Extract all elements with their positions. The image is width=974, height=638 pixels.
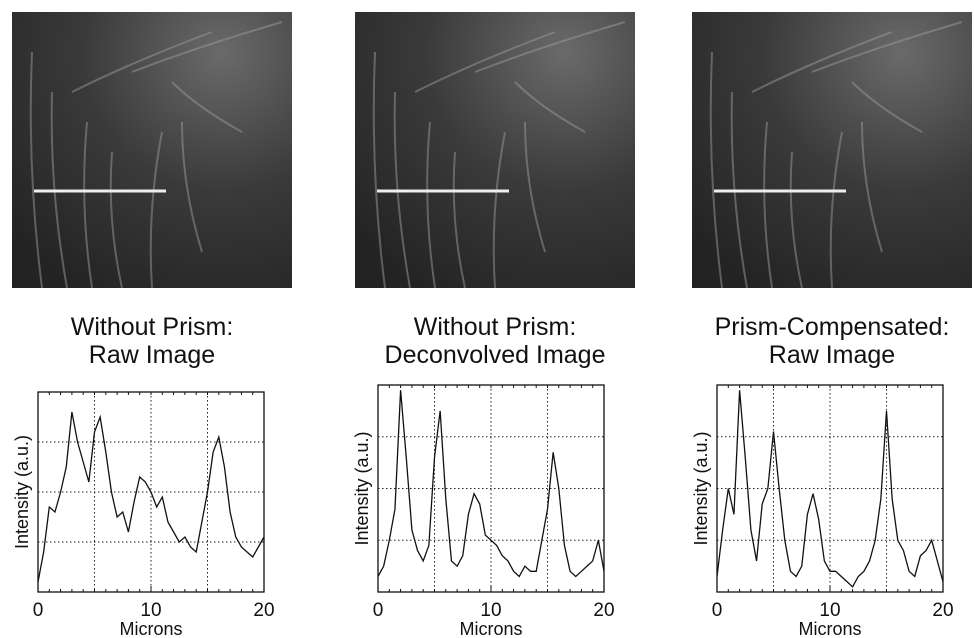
x-tick-label: 0 bbox=[712, 600, 723, 621]
fiber bbox=[83, 121, 93, 289]
fiber bbox=[861, 121, 883, 253]
panel-title: Without Prism: bbox=[414, 313, 577, 341]
fiber bbox=[789, 151, 803, 289]
x-axis-label: Microns bbox=[119, 619, 182, 638]
fiber bbox=[524, 121, 546, 253]
micrograph bbox=[692, 12, 972, 289]
fiber bbox=[131, 21, 283, 73]
fiber bbox=[171, 81, 243, 133]
x-axis-label: Microns bbox=[798, 619, 861, 638]
fiber bbox=[414, 31, 556, 93]
fiber bbox=[851, 81, 923, 133]
fiber bbox=[426, 121, 436, 289]
panel-subtitle: Raw Image bbox=[89, 341, 215, 369]
x-tick-label: 20 bbox=[593, 600, 614, 621]
fiber bbox=[709, 51, 723, 289]
y-axis-label: Intensity (a.u.) bbox=[352, 431, 372, 545]
fiber bbox=[149, 131, 163, 289]
fiber bbox=[109, 151, 123, 289]
panel-title: Without Prism: bbox=[71, 313, 234, 341]
fiber bbox=[514, 81, 586, 133]
panel-title: Prism-Compensated: bbox=[715, 313, 950, 341]
fiber bbox=[492, 131, 506, 289]
x-tick-label: 10 bbox=[140, 600, 161, 621]
panel-subtitle: Deconvolved Image bbox=[385, 341, 606, 369]
micrograph bbox=[12, 12, 292, 289]
fiber bbox=[763, 121, 773, 289]
fiber bbox=[71, 31, 213, 93]
fiber bbox=[372, 51, 386, 289]
fiber bbox=[474, 21, 626, 73]
micrograph-image bbox=[355, 12, 635, 288]
x-tick-label: 20 bbox=[253, 600, 274, 621]
x-tick-label: 10 bbox=[480, 600, 501, 621]
fiber bbox=[29, 51, 43, 289]
x-tick-label: 0 bbox=[33, 600, 44, 621]
intensity-line bbox=[37, 411, 265, 583]
y-axis-label: Intensity (a.u.) bbox=[691, 431, 711, 545]
y-axis-label: Intensity (a.u.) bbox=[12, 435, 32, 549]
micrograph-image bbox=[12, 12, 292, 288]
fiber bbox=[452, 151, 466, 289]
intensity-line bbox=[377, 390, 605, 578]
x-tick-label: 0 bbox=[373, 600, 384, 621]
panel-subtitle: Raw Image bbox=[769, 341, 895, 369]
fiber bbox=[829, 131, 843, 289]
x-axis-label: Microns bbox=[459, 619, 522, 638]
x-tick-label: 10 bbox=[819, 600, 840, 621]
fiber bbox=[181, 121, 203, 253]
x-tick-label: 20 bbox=[932, 600, 953, 621]
micrograph-image bbox=[692, 12, 972, 288]
fiber bbox=[751, 31, 893, 93]
intensity-line bbox=[716, 390, 944, 588]
micrograph bbox=[355, 12, 635, 289]
fiber bbox=[811, 21, 963, 73]
